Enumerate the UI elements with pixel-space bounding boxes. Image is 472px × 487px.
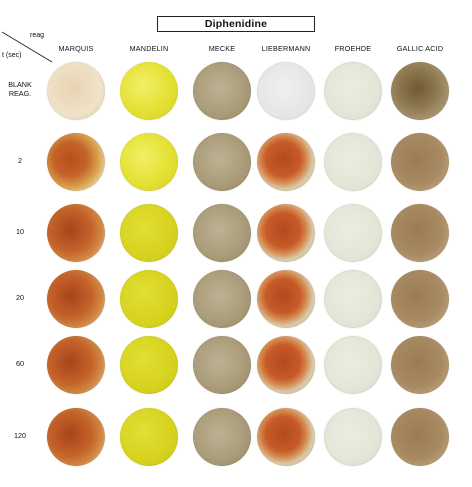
row-label-line: BLANK — [8, 80, 32, 89]
row-label-line: 20 — [16, 292, 24, 302]
well-gallic-acid-row-2 — [391, 204, 449, 262]
well-mecke-row-5 — [193, 408, 251, 466]
row-label-line: 10 — [16, 226, 24, 236]
well-gallic-acid-row-0 — [391, 62, 449, 120]
well-mandelin-row-5 — [120, 408, 178, 466]
time-axis-label: t (sec) — [2, 52, 22, 59]
well-marquis-row-5 — [47, 408, 105, 466]
column-header-mecke: MECKE — [208, 44, 236, 53]
well-mandelin-row-3 — [120, 270, 178, 328]
well-mandelin-row-4 — [120, 336, 178, 394]
title-text: Diphenidine — [204, 18, 268, 30]
column-header-liebermann: LIEBERMANN — [261, 44, 311, 53]
row-label-0: BLANK REAG. — [0, 80, 40, 98]
well-marquis-row-3 — [47, 270, 105, 328]
well-liebermann-row-0 — [257, 62, 315, 120]
well-marquis-row-2 — [47, 204, 105, 262]
well-mecke-row-1 — [193, 133, 251, 191]
row-label-3: 20 — [0, 293, 40, 302]
well-mandelin-row-0 — [120, 62, 178, 120]
row-label-5: 120 — [0, 431, 40, 440]
column-header-froehde: FROEHDE — [334, 44, 372, 53]
well-froehde-row-5 — [324, 408, 382, 466]
well-liebermann-row-2 — [257, 204, 315, 262]
row-label-line: 60 — [16, 358, 24, 368]
header-corner: reag t (sec) — [0, 30, 60, 66]
diagonal-divider — [1, 31, 53, 63]
well-gallic-acid-row-4 — [391, 336, 449, 394]
well-mecke-row-0 — [193, 62, 251, 120]
row-label-line: REAG. — [8, 89, 32, 98]
well-liebermann-row-1 — [257, 133, 315, 191]
well-gallic-acid-row-5 — [391, 408, 449, 466]
row-label-4: 60 — [0, 359, 40, 368]
well-liebermann-row-3 — [257, 270, 315, 328]
column-header-gallic-acid: GALLIC ACID — [396, 44, 444, 53]
well-froehde-row-1 — [324, 133, 382, 191]
column-header-marquis: MARQUIS — [58, 44, 94, 53]
well-mecke-row-2 — [193, 204, 251, 262]
column-header-mandelin: MANDELIN — [129, 44, 169, 53]
well-mecke-row-3 — [193, 270, 251, 328]
well-mecke-row-4 — [193, 336, 251, 394]
well-froehde-row-4 — [324, 336, 382, 394]
row-label-line: 2 — [18, 155, 22, 165]
reagent-axis-label: reag — [30, 32, 45, 39]
well-gallic-acid-row-1 — [391, 133, 449, 191]
well-froehde-row-0 — [324, 62, 382, 120]
well-marquis-row-4 — [47, 336, 105, 394]
well-mandelin-row-1 — [120, 133, 178, 191]
well-gallic-acid-row-3 — [391, 270, 449, 328]
well-liebermann-row-5 — [257, 408, 315, 466]
well-marquis-row-0 — [47, 62, 105, 120]
well-froehde-row-3 — [324, 270, 382, 328]
well-froehde-row-2 — [324, 204, 382, 262]
well-marquis-row-1 — [47, 133, 105, 191]
row-label-1: 2 — [0, 156, 40, 165]
row-label-line: 120 — [14, 430, 26, 440]
well-mandelin-row-2 — [120, 204, 178, 262]
row-label-2: 10 — [0, 227, 40, 236]
chart-title: Diphenidine — [157, 16, 315, 32]
well-liebermann-row-4 — [257, 336, 315, 394]
